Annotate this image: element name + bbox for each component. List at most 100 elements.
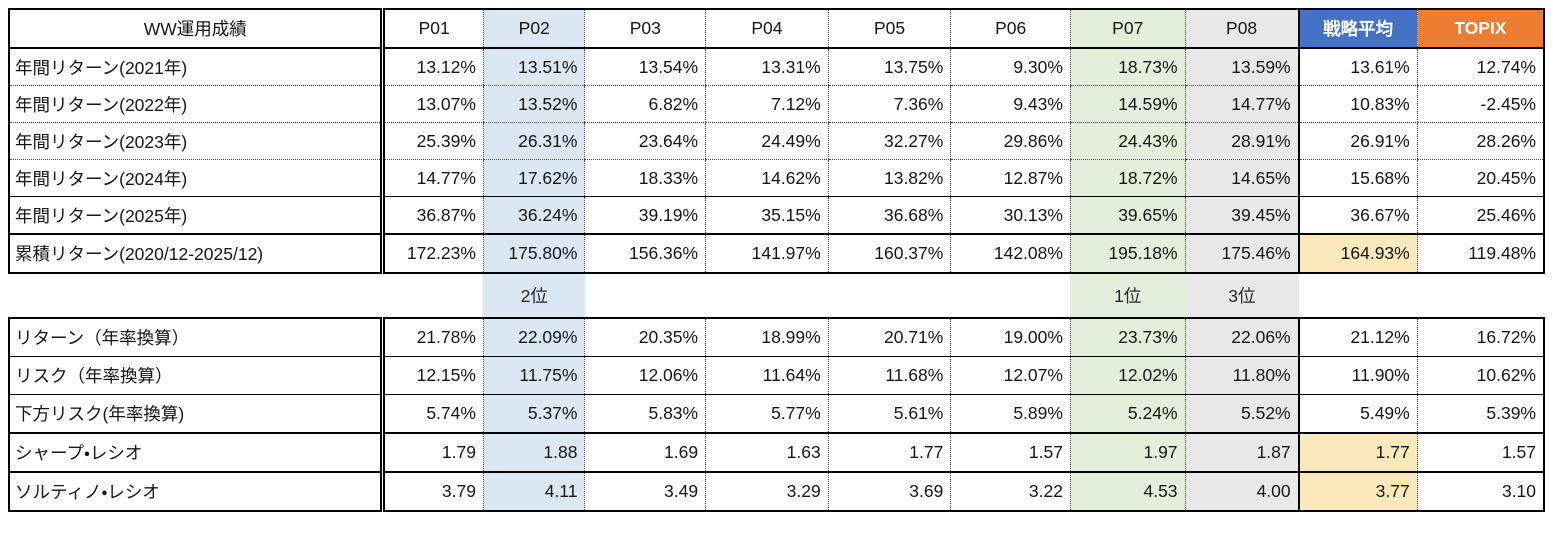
value-cell-p02: 175.80% bbox=[482, 233, 585, 273]
rank-badge-p07: 1位 bbox=[1070, 274, 1186, 317]
annual-return-row: 年間リターン(2023年) 25.39% 26.31% 23.64% 24.49% 32.… bbox=[9, 122, 1544, 160]
value-cell-p03: 20.35% bbox=[584, 318, 706, 357]
value-cell-topix: 28.26% bbox=[1416, 122, 1544, 160]
row-label: 累積リターン(2020/12-2025/12) bbox=[9, 233, 386, 273]
value-cell-p06: 30.13% bbox=[950, 196, 1071, 234]
row-label: 年間リターン(2022年) bbox=[9, 85, 386, 123]
col-header-p05: P05 bbox=[827, 9, 951, 49]
value-cell-p06: 12.87% bbox=[950, 159, 1071, 197]
value-cell-p07: 18.73% bbox=[1069, 48, 1186, 86]
table-header-row: WW運用成績 P01 P02 P03 P04 P05 P06 P07 P08 戦略平均 TOPIX bbox=[9, 9, 1544, 49]
col-header-p04: P04 bbox=[705, 9, 829, 49]
value-cell-p03: 13.54% bbox=[584, 48, 706, 86]
value-cell-p03: 39.19% bbox=[584, 196, 706, 234]
annual-return-row: 年間リターン(2021年) 13.12% 13.51% 13.54% 13.31% 13.… bbox=[9, 48, 1544, 86]
value-cell-p03: 12.06% bbox=[584, 356, 706, 395]
rank-row-spacer bbox=[9, 274, 383, 317]
value-cell-p03: 6.82% bbox=[584, 85, 706, 123]
value-cell-p05: 160.37% bbox=[827, 233, 951, 273]
value-cell-avg: 11.90% bbox=[1297, 356, 1418, 395]
rank-cell bbox=[1299, 274, 1418, 317]
value-cell-avg: 26.91% bbox=[1297, 122, 1418, 160]
value-cell-avg: 164.93% bbox=[1297, 233, 1418, 273]
value-cell-p01: 25.39% bbox=[382, 122, 484, 160]
value-cell-p07: 195.18% bbox=[1069, 233, 1186, 273]
value-cell-p08: 28.91% bbox=[1184, 122, 1299, 160]
value-cell-p07: 24.43% bbox=[1069, 122, 1186, 160]
rank-cell bbox=[828, 274, 951, 317]
rank-row: 2位 1位 3位 bbox=[9, 274, 1544, 317]
rank-cell bbox=[1417, 274, 1544, 317]
value-cell-p04: 1.63 bbox=[705, 432, 829, 472]
value-cell-p06: 19.00% bbox=[950, 318, 1071, 357]
value-cell-p05: 20.71% bbox=[827, 318, 951, 357]
value-cell-p07: 12.02% bbox=[1069, 356, 1186, 395]
value-cell-p02: 1.88 bbox=[482, 432, 585, 472]
cumulative-return-row: 累積リターン(2020/12-2025/12) 172.23% 175.80% 156… bbox=[9, 233, 1544, 273]
value-cell-topix: 10.62% bbox=[1416, 356, 1544, 395]
annual-return-row: 年間リターン(2025年) 36.87% 36.24% 39.19% 35.15% 36.… bbox=[9, 196, 1544, 234]
rank-badge-p08: 3位 bbox=[1185, 274, 1299, 317]
value-cell-p05: 5.61% bbox=[827, 394, 951, 433]
value-cell-p05: 3.69 bbox=[827, 471, 951, 511]
row-label: リスク（年率換算） bbox=[9, 356, 386, 395]
col-header-p07: P07 bbox=[1069, 9, 1186, 49]
rank-cell bbox=[951, 274, 1071, 317]
rank-cell bbox=[706, 274, 829, 317]
value-cell-p02: 26.31% bbox=[482, 122, 585, 160]
value-cell-avg: 13.61% bbox=[1297, 48, 1418, 86]
performance-sheet: WW運用成績 P01 P02 P03 P04 P05 P06 P07 P08 戦略平均 TOPIX … bbox=[8, 8, 1545, 512]
col-header-p06: P06 bbox=[950, 9, 1071, 49]
value-cell-topix: 20.45% bbox=[1416, 159, 1544, 197]
risk-stat-row: 下方リスク(年率換算) 5.74% 5.37% 5.83% 5.77% 5.61% 5.89… bbox=[9, 394, 1544, 433]
value-cell-topix: 5.39% bbox=[1416, 394, 1544, 433]
value-cell-p01: 1.79 bbox=[382, 432, 484, 472]
value-cell-p04: 14.62% bbox=[705, 159, 829, 197]
value-cell-avg: 15.68% bbox=[1297, 159, 1418, 197]
value-cell-p07: 1.97 bbox=[1069, 432, 1186, 472]
row-label: 年間リターン(2025年) bbox=[9, 196, 386, 234]
value-cell-p04: 5.77% bbox=[705, 394, 829, 433]
rank-cell bbox=[383, 274, 484, 317]
value-cell-p08: 22.06% bbox=[1184, 318, 1299, 357]
value-cell-p07: 18.72% bbox=[1069, 159, 1186, 197]
value-cell-topix: 12.74% bbox=[1416, 48, 1544, 86]
value-cell-topix: 1.57 bbox=[1416, 432, 1544, 472]
col-header-p01: P01 bbox=[382, 9, 484, 49]
value-cell-p01: 13.12% bbox=[382, 48, 484, 86]
value-cell-p01: 172.23% bbox=[382, 233, 484, 273]
value-cell-p01: 14.77% bbox=[382, 159, 484, 197]
value-cell-p08: 11.80% bbox=[1184, 356, 1299, 395]
value-cell-topix: 25.46% bbox=[1416, 196, 1544, 234]
risk-stats-table: リターン（年率換算） 21.78% 22.09% 20.35% 18.99% 20.71%… bbox=[8, 317, 1545, 512]
row-label: 年間リターン(2021年) bbox=[9, 48, 386, 86]
value-cell-p06: 9.43% bbox=[950, 85, 1071, 123]
value-cell-p02: 17.62% bbox=[482, 159, 585, 197]
value-cell-p04: 3.29 bbox=[705, 471, 829, 511]
value-cell-topix: 119.48% bbox=[1416, 233, 1544, 273]
value-cell-avg: 21.12% bbox=[1297, 318, 1418, 357]
value-cell-p06: 3.22 bbox=[950, 471, 1071, 511]
row-label: 年間リターン(2023年) bbox=[9, 122, 386, 160]
value-cell-p02: 5.37% bbox=[482, 394, 585, 433]
value-cell-p04: 24.49% bbox=[705, 122, 829, 160]
col-header-p03: P03 bbox=[584, 9, 706, 49]
row-label: シャープ・レシオ bbox=[9, 432, 386, 472]
value-cell-p06: 1.57 bbox=[950, 432, 1071, 472]
risk-stat-row: リターン（年率換算） 21.78% 22.09% 20.35% 18.99% 20.71%… bbox=[9, 318, 1544, 357]
value-cell-p02: 4.11 bbox=[482, 471, 585, 511]
value-cell-p05: 1.77 bbox=[827, 432, 951, 472]
value-cell-p01: 36.87% bbox=[416, 204, 476, 225]
value-cell-p08: 5.52% bbox=[1184, 394, 1299, 433]
value-cell-avg: 1.77 bbox=[1297, 432, 1418, 472]
value-cell-p07: 4.53 bbox=[1069, 471, 1186, 511]
value-cell-p08: 39.45% bbox=[1184, 196, 1299, 234]
value-cell-p07: 39.65% bbox=[1069, 196, 1186, 234]
value-cell-p07: 14.59% bbox=[1069, 85, 1186, 123]
value-cell-p06: 9.30% bbox=[950, 48, 1071, 86]
value-cell-p03: 3.49 bbox=[584, 471, 706, 511]
value-cell-p02: 13.52% bbox=[482, 85, 585, 123]
value-cell-avg: 3.77 bbox=[1297, 471, 1418, 511]
row-label: ソルティノ・レシオ bbox=[9, 471, 386, 511]
rank-strip: 2位 1位 3位 bbox=[8, 274, 1545, 317]
